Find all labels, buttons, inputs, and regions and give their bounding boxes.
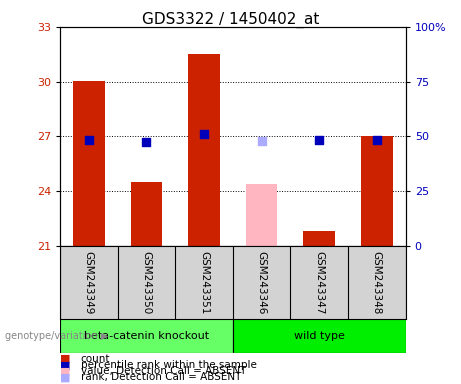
Point — [85, 137, 92, 143]
Point — [258, 138, 266, 144]
Text: GSM243346: GSM243346 — [257, 250, 266, 314]
Text: count: count — [81, 354, 110, 364]
Bar — [303, 231, 335, 246]
Text: GSM243351: GSM243351 — [199, 250, 209, 314]
Text: genotype/variation ▶: genotype/variation ▶ — [5, 331, 108, 341]
Text: value, Detection Call = ABSENT: value, Detection Call = ABSENT — [81, 366, 246, 376]
Text: GDS3322 / 1450402_at: GDS3322 / 1450402_at — [142, 12, 319, 28]
Text: ■: ■ — [60, 366, 71, 376]
Point — [142, 139, 150, 145]
Text: GSM243350: GSM243350 — [142, 251, 151, 314]
Bar — [188, 54, 220, 246]
Point — [315, 137, 323, 143]
Text: ■: ■ — [60, 360, 71, 370]
Text: wild type: wild type — [294, 331, 345, 341]
Bar — [361, 136, 393, 246]
Bar — [73, 81, 105, 246]
Text: ■: ■ — [60, 372, 71, 382]
Bar — [130, 182, 162, 246]
Text: GSM243347: GSM243347 — [314, 250, 324, 314]
Text: GSM243348: GSM243348 — [372, 250, 382, 314]
Text: beta-catenin knockout: beta-catenin knockout — [84, 331, 209, 341]
Bar — [246, 184, 278, 246]
Point — [200, 131, 207, 137]
Point — [373, 137, 381, 143]
Text: percentile rank within the sample: percentile rank within the sample — [81, 360, 257, 370]
Bar — [233, 319, 406, 353]
Text: ■: ■ — [60, 354, 71, 364]
Bar — [60, 319, 233, 353]
Text: rank, Detection Call = ABSENT: rank, Detection Call = ABSENT — [81, 372, 241, 382]
Text: GSM243349: GSM243349 — [84, 250, 94, 314]
